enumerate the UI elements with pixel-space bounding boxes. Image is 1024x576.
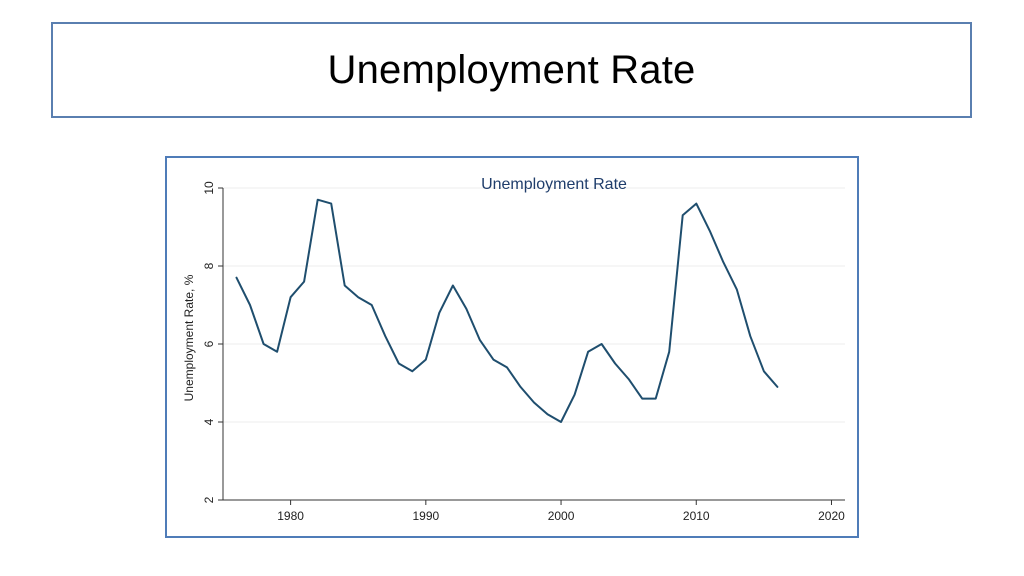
x-tick-label: 2020 bbox=[818, 509, 845, 523]
x-tick-label: 2010 bbox=[683, 509, 710, 523]
series-line bbox=[235, 198, 779, 423]
y-tick-label: 2 bbox=[202, 496, 216, 503]
line-chart: 2 4 6 8 10 1980 1990 2000 2010 2020 Unemployment … bbox=[182, 176, 845, 523]
chart-frame: 2 4 6 8 10 1980 1990 2000 2010 2020 Unemployment … bbox=[165, 156, 859, 538]
chart-title: Unemployment Rate bbox=[481, 176, 627, 193]
axes-layer: 2 4 6 8 10 1980 1990 2000 2010 2020 bbox=[202, 181, 845, 523]
x-tick-label: 1990 bbox=[412, 509, 439, 523]
x-tick-label: 1980 bbox=[277, 509, 304, 523]
slide-title: Unemployment Rate bbox=[327, 47, 696, 92]
x-tick-label: 2000 bbox=[548, 509, 575, 523]
y-tick-label: 10 bbox=[202, 181, 216, 195]
y-axis-label: Unemployment Rate, % bbox=[182, 274, 196, 401]
y-tick-label: 4 bbox=[202, 418, 216, 425]
y-tick-label: 6 bbox=[202, 340, 216, 347]
series-layer bbox=[235, 198, 779, 423]
y-tick-label: 8 bbox=[202, 262, 216, 269]
slide-title-box: Unemployment Rate bbox=[51, 22, 972, 118]
grid-layer bbox=[223, 187, 845, 423]
